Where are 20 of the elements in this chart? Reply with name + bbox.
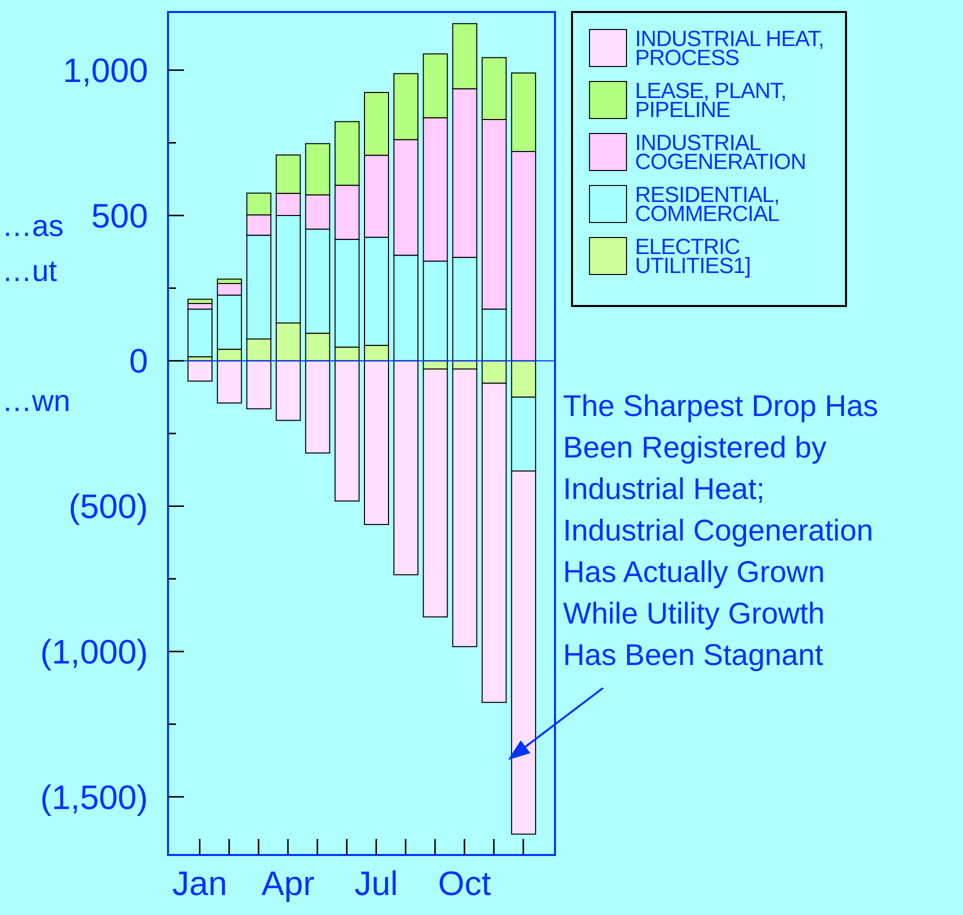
bar: [188, 360, 212, 382]
y-tick-label: 0: [129, 342, 148, 381]
legend-label: ELECTRIC UTILITIES1]: [635, 234, 751, 278]
legend-label: LEASE, PLANT, PIPELINE: [635, 78, 786, 122]
text: …as: [2, 210, 64, 244]
x-tick-label: Jan: [172, 865, 228, 903]
text: …wn: [2, 385, 70, 419]
y-tick-label: (1,000): [40, 633, 148, 672]
y-tick-label: 500: [91, 197, 148, 236]
x-tick-label: Jul: [354, 865, 398, 903]
legend-label: INDUSTRIAL HEAT, PROCESS: [635, 26, 824, 70]
y-tick-label: (500): [68, 488, 148, 526]
y-tick-label: (1,500): [40, 778, 148, 817]
legend-label: RESIDENTIAL, COMMERCIAL: [635, 182, 780, 226]
y-tick-label: 1,000: [62, 52, 148, 90]
x-tick-label: Oct: [438, 865, 492, 903]
text: …ut: [2, 255, 58, 289]
text: The Sharpest Drop Has Been Registered by Industrial Heat; Industrial Cogeneration Has Actually Grown While Utility Growth Has Been Stagnant: [563, 390, 878, 672]
legend-label: INDUSTRIAL COGENERATION: [635, 130, 806, 174]
x-tick-label: Apr: [261, 865, 314, 903]
